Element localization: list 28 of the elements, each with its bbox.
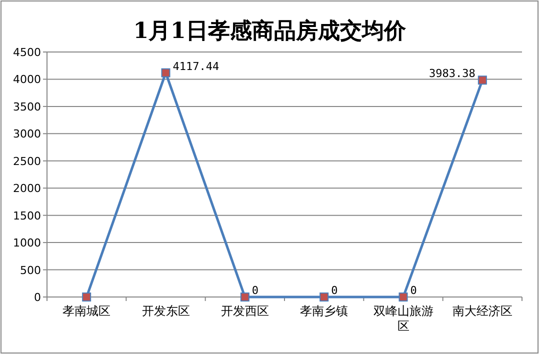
y-tick-label: 4500 xyxy=(13,46,41,59)
point xyxy=(320,292,329,302)
point xyxy=(240,292,250,302)
x-tick-label: 开发东区 xyxy=(142,304,190,318)
data-label: 0 xyxy=(252,284,259,297)
point xyxy=(398,292,408,302)
chart-title: 1月1日孝感商品房成交均价 xyxy=(133,18,407,44)
data-label: 4117.44 xyxy=(172,60,220,73)
x-tick-label: 开发西区 xyxy=(220,304,269,318)
x-tick-label: 双峰山旅游区 xyxy=(373,304,434,333)
y-tick-label: 3000 xyxy=(13,128,41,141)
data-label: 3983.38 xyxy=(429,67,476,80)
y-tick-label: 4000 xyxy=(13,73,41,86)
y-tick-label: 2500 xyxy=(13,154,41,168)
point xyxy=(82,292,92,302)
x-tick-label: 南大经济区 xyxy=(452,304,512,318)
y-tick-label: 2000 xyxy=(13,182,41,196)
y-tick-label: 1000 xyxy=(13,236,41,250)
point xyxy=(478,76,487,85)
x-tick-label: 孝南乡镇 xyxy=(300,304,348,318)
data-label: 0 xyxy=(331,284,338,297)
y-tick-label: 3500 xyxy=(13,100,41,114)
point xyxy=(161,68,170,78)
y-tick-label: 500 xyxy=(20,264,41,277)
x-tick-label: 孝南城区 xyxy=(62,304,111,318)
data-label: 0 xyxy=(410,284,417,297)
y-tick-label: 0 xyxy=(34,291,41,304)
y-tick-label: 1500 xyxy=(13,209,41,222)
